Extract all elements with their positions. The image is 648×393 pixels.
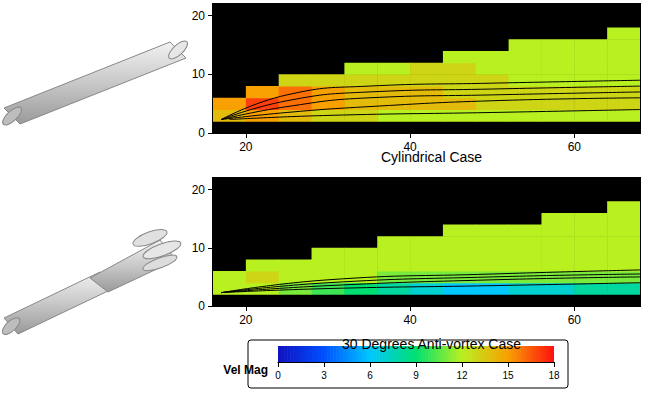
svg-text:20: 20 [239, 313, 253, 327]
svg-text:40: 40 [403, 313, 417, 327]
svg-text:10: 10 [192, 241, 206, 255]
svg-text:10: 10 [192, 67, 206, 81]
svg-text:0: 0 [198, 299, 205, 313]
svg-text:12: 12 [456, 370, 468, 381]
svg-text:6: 6 [367, 370, 373, 381]
svg-text:30 Degrees Anti-vortex Case: 30 Degrees Anti-vortex Case [342, 336, 521, 352]
svg-text:20: 20 [192, 9, 206, 23]
svg-text:60: 60 [568, 313, 582, 327]
svg-text:9: 9 [413, 370, 419, 381]
svg-text:Vel Mag: Vel Mag [223, 363, 268, 377]
svg-text:40: 40 [403, 140, 417, 154]
svg-text:20: 20 [239, 140, 253, 154]
svg-text:20: 20 [192, 183, 206, 197]
svg-text:18: 18 [548, 370, 560, 381]
svg-text:3: 3 [321, 370, 327, 381]
svg-text:15: 15 [502, 370, 514, 381]
svg-text:0: 0 [275, 370, 281, 381]
svg-text:Cylindrical Case: Cylindrical Case [381, 149, 482, 165]
svg-text:60: 60 [568, 140, 582, 154]
svg-text:0: 0 [198, 126, 205, 140]
